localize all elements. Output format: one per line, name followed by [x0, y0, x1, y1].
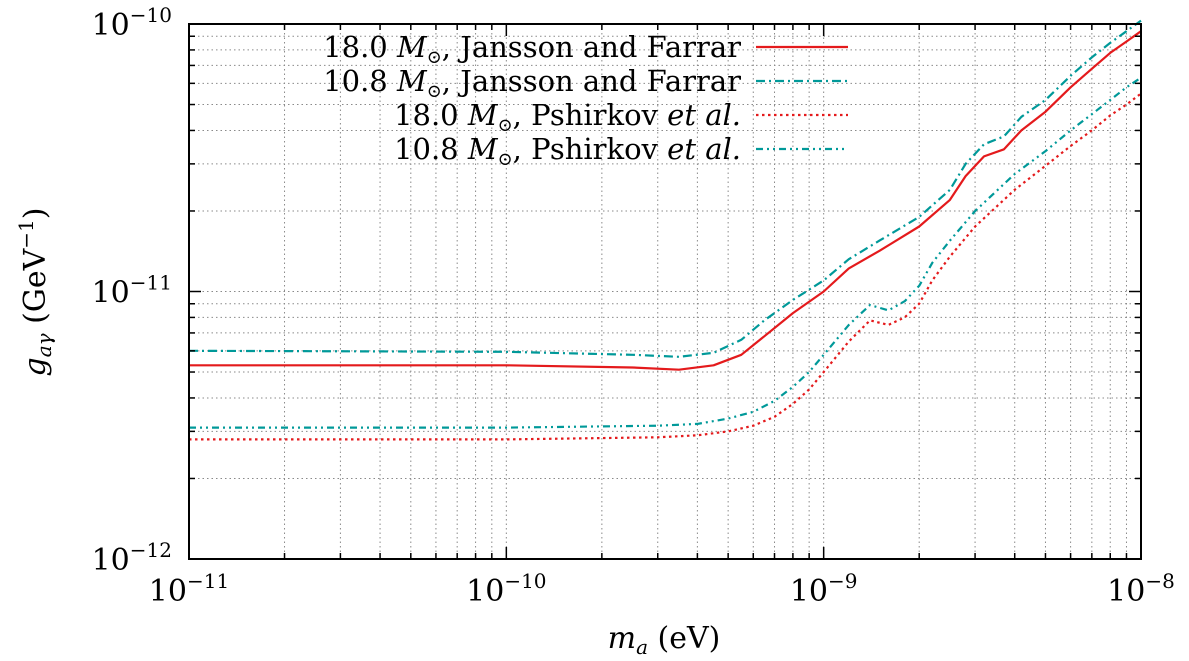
x-tick-label: 10−10: [466, 569, 546, 609]
legend-label-1: 18.0 M⊙, Jansson and Farrar: [323, 30, 741, 68]
x-axis-label: ma (eV): [608, 621, 721, 659]
y-tick-label: 10−10: [92, 3, 172, 43]
series-line-3: [189, 92, 1142, 441]
x-tick-label: 10−8: [1107, 569, 1175, 609]
x-tick-label: 10−11: [149, 569, 229, 609]
legend-label-3: 18.0 M⊙, Pshirkov et al.: [394, 98, 741, 136]
legend-label-2: 10.8 M⊙, Jansson and Farrar: [323, 64, 741, 102]
ticks: [188, 24, 1141, 560]
series-line-2: [188, 19, 1142, 358]
grid-lines: [189, 24, 1141, 559]
legend-label-4: 10.8 M⊙, Pshirkov et al.: [394, 132, 741, 170]
series-line-1: [189, 30, 1142, 371]
series-layer: [188, 19, 1142, 441]
y-tick-label: 10−12: [92, 538, 172, 578]
y-axis-label: gaγ (GeV−1): [14, 208, 56, 377]
x-tick-label: 10−9: [790, 569, 858, 609]
y-tick-label: 10−11: [92, 271, 172, 311]
